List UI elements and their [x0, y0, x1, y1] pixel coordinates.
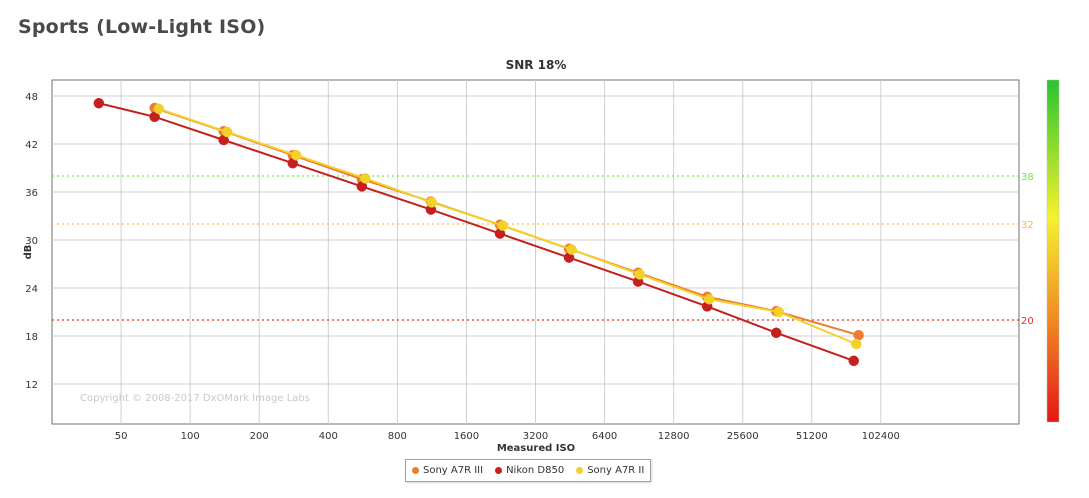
- legend-label: Sony A7R III: [423, 465, 484, 476]
- reference-label-38: 38: [1021, 172, 1034, 183]
- grid-lines: [52, 80, 1019, 424]
- y-tick-label: 24: [25, 284, 38, 295]
- legend-marker: [412, 467, 419, 474]
- x-tick-label: 50: [115, 431, 128, 442]
- x-tick-label: 25600: [727, 431, 759, 442]
- data-point[interactable]: [566, 244, 577, 255]
- data-point[interactable]: [853, 329, 864, 341]
- x-axis-title: Measured ISO: [497, 443, 575, 454]
- data-point[interactable]: [770, 327, 782, 339]
- data-point[interactable]: [497, 220, 508, 231]
- legend-label: Nikon D850: [506, 465, 565, 476]
- data-point[interactable]: [93, 97, 105, 109]
- x-tick-labels: 50 100 200 400 800 1600 3200 6400 12800 25600 5120…: [115, 431, 900, 442]
- data-point[interactable]: [773, 306, 785, 318]
- reference-label-20: 20: [1021, 316, 1034, 327]
- chart-legend: Sony A7R III Nikon D850 Sony A7R II: [405, 459, 652, 482]
- y-tick-labels: 12 18 24 30 36 42 48: [25, 92, 38, 391]
- data-point[interactable]: [851, 338, 862, 350]
- legend-marker: [495, 467, 503, 474]
- y-tick-label: 48: [25, 92, 38, 103]
- y-axis-title: dB: [23, 245, 34, 260]
- legend-item[interactable]: Sony A7R II: [576, 465, 644, 476]
- x-tick-label: 12800: [658, 431, 690, 442]
- chart-title: SNR 18%: [506, 58, 567, 72]
- data-point[interactable]: [426, 197, 438, 208]
- reference-lines: 38 32 20: [52, 172, 1034, 327]
- legend-item[interactable]: Sony A7R III: [412, 465, 483, 476]
- x-tick-label: 3200: [523, 431, 548, 442]
- copyright-watermark: Copyright © 2008-2017 DxOMark Image Labs: [80, 393, 310, 404]
- y-tick-label: 18: [25, 332, 38, 343]
- x-tick-label: 800: [388, 431, 407, 442]
- x-tick-label: 6400: [592, 431, 617, 442]
- data-point[interactable]: [848, 355, 859, 367]
- page-title: Sports (Low-Light ISO): [18, 16, 266, 38]
- legend-item[interactable]: Nikon D850: [495, 465, 564, 476]
- data-point[interactable]: [153, 103, 165, 115]
- reference-label-32: 32: [1021, 220, 1034, 231]
- data-point[interactable]: [704, 293, 715, 305]
- x-tick-label: 1600: [454, 431, 479, 442]
- data-point[interactable]: [290, 149, 302, 161]
- y-tick-label: 30: [25, 236, 38, 247]
- y-tick-label: 36: [25, 188, 38, 199]
- color-scale-bar: [1046, 79, 1060, 423]
- data-point[interactable]: [221, 126, 233, 138]
- data-point[interactable]: [360, 173, 371, 184]
- legend-label: Sony A7R II: [587, 465, 645, 476]
- x-tick-label: 400: [319, 431, 338, 442]
- x-tick-label: 102400: [862, 431, 900, 442]
- y-tick-label: 12: [25, 380, 38, 391]
- x-tick-label: 200: [250, 431, 269, 442]
- x-tick-label: 51200: [796, 431, 828, 442]
- y-tick-label: 42: [25, 140, 38, 151]
- series-2: [153, 103, 862, 350]
- series-group: [93, 97, 864, 367]
- data-point[interactable]: [634, 269, 645, 280]
- x-tick-label: 100: [181, 431, 200, 442]
- series-line: [98, 102, 855, 362]
- legend-marker: [576, 467, 584, 474]
